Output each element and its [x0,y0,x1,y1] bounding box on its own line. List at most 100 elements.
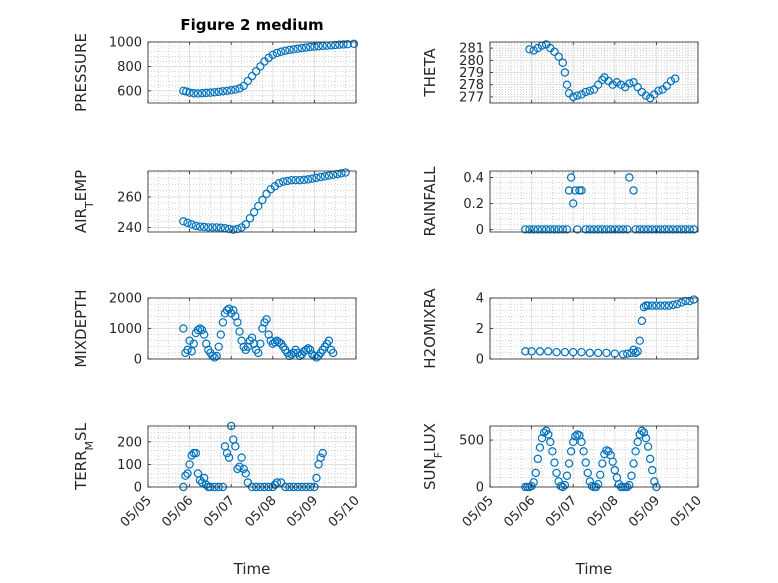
data-point [610,225,620,234]
data-point [245,214,255,223]
data-point [566,447,576,456]
data-point [195,324,205,333]
data-point [550,47,559,56]
axes-box [489,425,699,488]
data-point [560,68,570,77]
data-point [641,434,651,443]
data-point [550,458,559,467]
data-point [610,465,620,475]
data-point [608,80,617,89]
data-point [533,454,543,464]
data-point [183,218,192,228]
data-point [258,195,267,205]
data-point [243,478,253,487]
data-point [224,453,234,462]
data-point [249,207,259,217]
data-point [226,85,236,95]
data-point [648,465,657,475]
data-point [337,169,346,178]
y-axis-label: SUNFLUX [421,423,445,490]
figure-title: Figure 2 medium [180,16,323,34]
data-point [216,330,225,339]
data-point [589,85,599,94]
y-tick-label: 0 [134,353,142,368]
data-point [654,86,663,96]
data-point [648,225,657,234]
data-point [602,225,611,234]
data-point [614,225,624,234]
data-point [202,480,211,489]
data-point [308,174,317,183]
data-point [664,225,674,234]
data-point [625,480,634,490]
y-tick-label: 278 [459,78,484,93]
y-tick-label: 0 [476,223,484,238]
data-point [673,299,682,309]
data-point [558,225,568,234]
data-point [631,447,640,456]
y-axis-label: AIRTEMP [72,170,96,233]
data-point [179,324,188,333]
data-point [181,471,190,480]
data-point [193,325,203,335]
data-point [195,222,205,231]
data-point [254,201,263,211]
data-point [324,336,334,345]
data-point [627,471,636,480]
data-point [303,175,313,184]
data-point [243,76,253,86]
data-point [229,225,238,234]
data-point [643,301,653,310]
data-point [224,304,234,313]
data-point [677,298,686,307]
data-point [233,464,242,474]
data-point [285,45,294,55]
data-point [577,90,586,99]
data-point [629,78,638,87]
data-point [349,39,359,49]
data-point [210,88,219,97]
data-point [593,225,603,234]
y-tick-label: 0 [134,481,142,496]
data-point [224,224,234,234]
data-point [212,351,221,361]
data-point [562,225,572,234]
y-tick-label: 500 [459,434,484,449]
data-point [583,468,592,478]
y-tick-label: 200 [117,435,142,450]
data-point [316,172,325,182]
data-point [533,225,543,234]
data-point [544,347,553,356]
data-point [268,50,277,60]
data-point [241,469,250,478]
data-point [233,318,242,327]
data-point [569,347,578,357]
y-axis-label: THETA [421,48,439,98]
subplot-1: 600 800 1000 PRESSURE [72,33,359,112]
data-point [533,43,543,53]
data-point [585,477,595,486]
data-point [631,225,640,234]
data-point [633,347,642,356]
subplot-3: 240 260 AIRTEMP [72,168,357,236]
data-point [301,345,311,355]
data-point [618,225,628,234]
data-point [560,480,570,490]
data-point [577,347,586,357]
y-tick-label: 1000 [109,36,142,51]
data-point [616,80,626,89]
y-axis-label: PRESSURE [72,33,90,112]
data-point [204,223,213,232]
data-point [197,89,207,98]
data-point [222,448,232,458]
data-point [670,74,680,83]
data-point [573,91,582,100]
data-point [191,221,201,231]
data-point [552,347,561,357]
data-point [581,225,590,234]
data-point [237,453,246,462]
data-point [529,478,538,487]
data-point [235,327,244,336]
data-point [197,325,207,335]
